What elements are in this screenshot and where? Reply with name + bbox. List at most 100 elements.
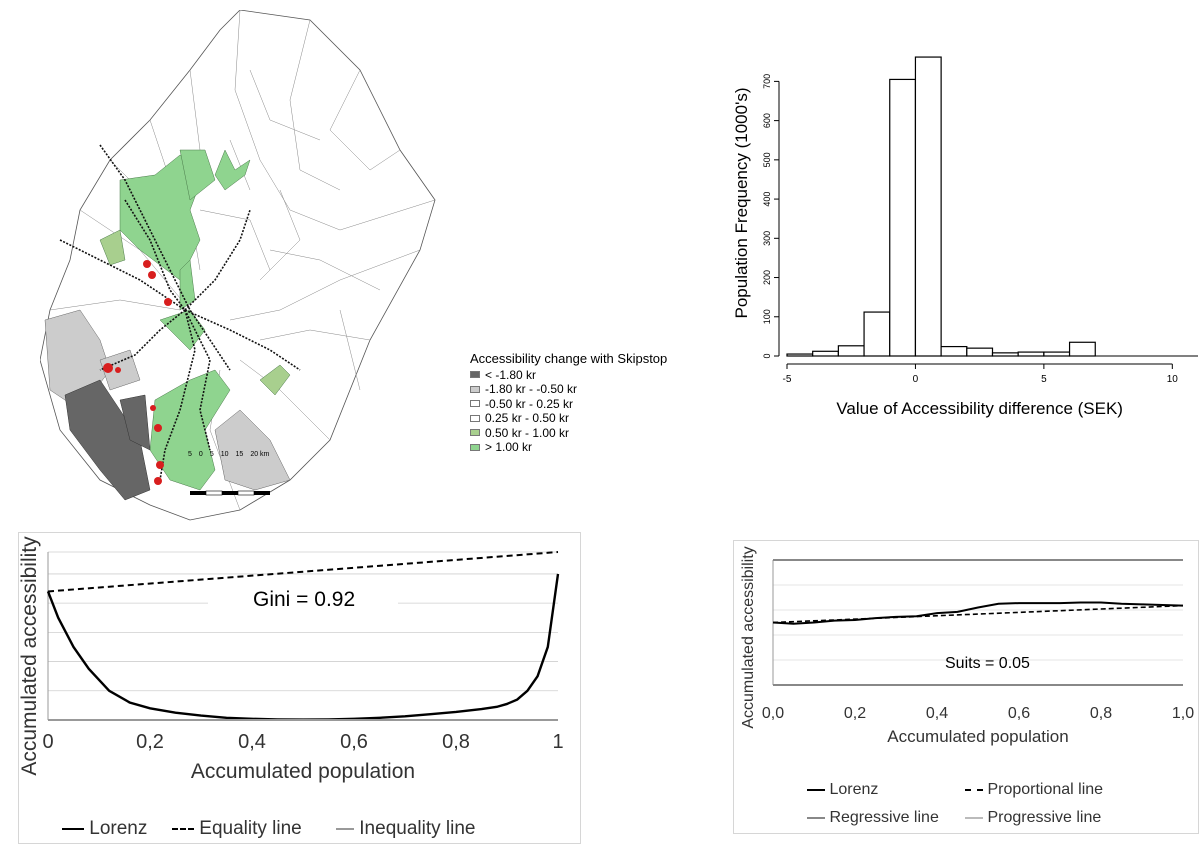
histogram-bar	[940, 345, 968, 357]
y-tick-label: 200	[762, 270, 772, 285]
x-tick-label: 0,4	[238, 731, 266, 753]
x-tick-label: 0,6	[1008, 705, 1030, 722]
legend-item: 0.50 kr - 1.00 kr	[470, 426, 667, 441]
legend-inequality: Inequality line	[336, 818, 475, 840]
gini-annotation: Gini = 0.92	[253, 588, 355, 611]
x-tick-label: 0,0	[762, 705, 784, 722]
series-proportional-line	[772, 604, 1184, 624]
legend-label: < -1.80 kr	[485, 367, 537, 382]
legend-swatch	[470, 443, 480, 451]
histogram-bar	[837, 345, 865, 357]
x-tick-label: 0,8	[442, 731, 470, 753]
scale-label: 5	[188, 451, 192, 458]
legend-title: Accessibility change with Skipstop	[470, 351, 668, 366]
legend-item: -0.50 kr - 0.25 kr	[470, 397, 667, 412]
legend-proportional: Proportional line	[965, 781, 1103, 799]
y-tick-label: 500	[762, 152, 772, 167]
scale-label: 20 km	[250, 451, 270, 458]
gini-frame	[18, 532, 581, 844]
legend-regressive: Regressive line	[807, 809, 939, 827]
legend-regressive-label: Regressive line	[829, 809, 939, 826]
legend-lorenz-label: Lorenz	[829, 781, 879, 798]
skipstop-stations	[103, 260, 172, 485]
legend-label: > 1.00 kr	[485, 440, 533, 454]
legend-label: -1.80 kr - -0.50 kr	[485, 382, 578, 396]
x-tick-label: 0	[913, 374, 919, 385]
legend-proportional-label: Proportional line	[987, 781, 1104, 798]
y-tick-label: 400	[762, 192, 772, 207]
legend-item: > 1.00 kr	[470, 440, 667, 455]
map-legend: Accessibility change with Skipstop < -1.…	[470, 351, 668, 455]
x-tick-label: 0,4	[926, 705, 948, 722]
legend-progressive-swatch	[965, 816, 983, 819]
legend-lorenz-label: Lorenz	[89, 818, 148, 839]
legend-swatch	[470, 429, 480, 437]
legend-label: 0.50 kr - 1.00 kr	[485, 425, 570, 440]
suits-frame	[733, 540, 1199, 834]
histogram-bar	[1068, 341, 1096, 357]
scale-label: 10	[220, 451, 229, 458]
legend-lorenz-swatch	[62, 827, 84, 830]
x-tick-label: 1	[552, 731, 563, 753]
legend-label: 0.25 kr - 0.50 kr	[485, 411, 570, 425]
map-boundaries	[49, 9, 436, 511]
suits-chart: Suits = 0.05 0,0 0,2 0,4 0,6 0,8 1,0 Accumulate…	[740, 546, 1194, 746]
histogram-panel: -5 0 5 10 0 100 200 300 400 500 600 700 Value of Acc…	[730, 28, 1200, 448]
legend-swatch	[470, 371, 480, 379]
zones-very-neg	[64, 379, 151, 501]
histogram-bar	[914, 56, 942, 357]
scale-bar	[190, 490, 270, 496]
legend-swatch	[470, 414, 480, 422]
legend-equality-swatch	[172, 827, 194, 830]
legend-progressive: Progressive line	[965, 809, 1101, 827]
legend-progressive-label: Progressive line	[987, 809, 1102, 826]
gini-chart: Gini = 0.92 0 0,2 0,4 0,6 0,8 1 Accumulated pop…	[18, 536, 564, 783]
x-axis-label: Value of Accessibility difference (SEK)	[836, 399, 1123, 418]
legend-inequality-label: Inequality line	[359, 818, 476, 839]
legend-item: -1.80 kr - -0.50 kr	[470, 382, 667, 397]
suits-annotation: Suits = 0.05	[945, 655, 1030, 672]
accessibility-map: 5 0 5 10 15 20 km	[39, 9, 440, 530]
x-tick-label: 1,0	[1172, 705, 1194, 722]
x-axis-label: Accumulated population	[887, 727, 1068, 746]
x-tick-label: 5	[1041, 374, 1047, 385]
legend-item: 0.25 kr - 0.50 kr	[470, 411, 667, 426]
x-tick-label: 0,6	[340, 731, 368, 753]
legend-regressive-swatch	[807, 816, 825, 819]
histogram-bar	[812, 350, 839, 357]
legend-proportional-swatch	[965, 788, 983, 791]
scale-label: 5	[209, 451, 214, 458]
series-equality-line	[47, 551, 559, 593]
x-tick-label: -5	[783, 374, 792, 385]
y-tick-label: 100	[762, 309, 772, 324]
histogram-bar	[889, 78, 917, 357]
map-outline	[39, 9, 436, 521]
suits-panel: Suits = 0.05 0,0 0,2 0,4 0,6 0,8 1,0 Accumulate…	[733, 540, 1199, 834]
y-tick-label: 600	[762, 113, 772, 128]
annotation-bg	[208, 580, 398, 616]
x-tick-label: 0,2	[136, 731, 164, 753]
legend-swatch	[470, 385, 480, 393]
suits-legend: Lorenz Proportional line Regressive line…	[733, 540, 1199, 834]
legend-label: -0.50 kr - 0.25 kr	[485, 396, 574, 411]
legend-lorenz: Lorenz	[807, 781, 878, 799]
gini-legend: Lorenz Equality line Inequality line	[18, 532, 581, 844]
y-tick-label: 300	[762, 231, 772, 246]
legend-equality-label: Equality line	[199, 818, 302, 839]
x-tick-label: 10	[1167, 374, 1179, 385]
legend-item: < -1.80 kr	[470, 368, 667, 383]
y-axis-label: Population Frequency (1000's)	[732, 88, 751, 319]
y-axis-label: Accumulated accessibility	[740, 546, 757, 728]
histogram-bar	[1017, 351, 1045, 357]
gini-panel: Gini = 0.92 0 0,2 0,4 0,6 0,8 1 Accumulated pop…	[18, 532, 581, 844]
zones-mid	[99, 229, 291, 396]
scale-label: 0	[198, 451, 203, 458]
histogram-bar	[863, 311, 891, 357]
legend-lorenz-swatch	[807, 788, 825, 791]
y-axis-label: Accumulated accessibility	[18, 536, 41, 776]
x-tick-label: 0	[42, 731, 53, 753]
scale-label: 15	[235, 451, 244, 458]
map-svg	[39, 9, 436, 521]
legend-inequality-swatch	[336, 827, 354, 830]
